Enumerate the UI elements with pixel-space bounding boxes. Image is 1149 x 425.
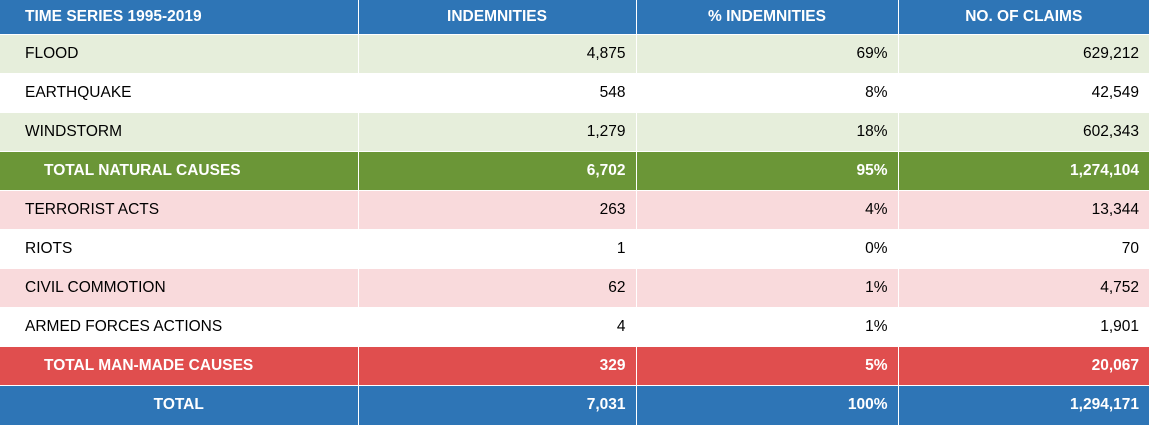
row-claims: 70 [898, 229, 1149, 269]
row-label: TOTAL NATURAL CAUSES [0, 151, 359, 191]
row-indemnities: 7,031 [358, 385, 637, 425]
row-pct: 4% [636, 190, 899, 230]
row-pct: 1% [636, 307, 899, 347]
row-claims: 13,344 [898, 190, 1149, 230]
total-natural-row: TOTAL NATURAL CAUSES 6,702 95% 1,274,104 [0, 151, 1149, 191]
row-claims: 602,343 [898, 112, 1149, 152]
row-claims: 20,067 [898, 346, 1149, 386]
row-indemnities: 4,875 [358, 34, 637, 74]
row-indemnities: 6,702 [358, 151, 637, 191]
row-indemnities: 1 [358, 229, 637, 269]
table-row-earthquake: EARTHQUAKE 548 8% 42,549 [0, 73, 1149, 113]
row-indemnities: 1,279 [358, 112, 637, 152]
row-indemnities: 4 [358, 307, 637, 347]
total-man-made-row: TOTAL MAN-MADE CAUSES 329 5% 20,067 [0, 346, 1149, 386]
row-label: CIVIL COMMOTION [0, 268, 359, 308]
row-pct: 100% [636, 385, 899, 425]
row-pct: 95% [636, 151, 899, 191]
row-indemnities: 62 [358, 268, 637, 308]
table-row-terrorist-acts: TERRORIST ACTS 263 4% 13,344 [0, 190, 1149, 230]
row-pct: 8% [636, 73, 899, 113]
row-indemnities: 263 [358, 190, 637, 230]
row-label: ARMED FORCES ACTIONS [0, 307, 359, 347]
row-pct: 0% [636, 229, 899, 269]
header-period: TIME SERIES 1995-2019 [0, 0, 359, 35]
row-label: TERRORIST ACTS [0, 190, 359, 230]
row-label: WINDSTORM [0, 112, 359, 152]
grand-total-row: TOTAL 7,031 100% 1,294,171 [0, 385, 1149, 425]
table-body: FLOOD 4,875 69% 629,212 EARTHQUAKE 548 8… [0, 34, 1149, 425]
table-row-civil-commotion: CIVIL COMMOTION 62 1% 4,752 [0, 268, 1149, 308]
table-row-riots: RIOTS 1 0% 70 [0, 229, 1149, 269]
table-row-armed-forces-actions: ARMED FORCES ACTIONS 4 1% 1,901 [0, 307, 1149, 347]
row-label: TOTAL MAN-MADE CAUSES [0, 346, 359, 386]
header-claims: NO. OF CLAIMS [898, 0, 1149, 35]
row-claims: 1,901 [898, 307, 1149, 347]
row-claims: 629,212 [898, 34, 1149, 74]
row-pct: 1% [636, 268, 899, 308]
row-indemnities: 329 [358, 346, 637, 386]
row-label: FLOOD [0, 34, 359, 74]
row-pct: 5% [636, 346, 899, 386]
row-pct: 69% [636, 34, 899, 74]
header-indemnities: INDEMNITIES [358, 0, 637, 35]
row-pct: 18% [636, 112, 899, 152]
row-claims: 42,549 [898, 73, 1149, 113]
row-label: EARTHQUAKE [0, 73, 359, 113]
row-claims: 1,274,104 [898, 151, 1149, 191]
row-label: TOTAL [0, 385, 359, 425]
table-row-windstorm: WINDSTORM 1,279 18% 602,343 [0, 112, 1149, 152]
row-claims: 1,294,171 [898, 385, 1149, 425]
header-pct-indemnities: % INDEMNITIES [636, 0, 899, 35]
header-row: TIME SERIES 1995-2019 INDEMNITIES % INDE… [0, 0, 1149, 35]
table-row-flood: FLOOD 4,875 69% 629,212 [0, 34, 1149, 74]
table-header: TIME SERIES 1995-2019 INDEMNITIES % INDE… [0, 0, 1149, 35]
row-indemnities: 548 [358, 73, 637, 113]
row-claims: 4,752 [898, 268, 1149, 308]
row-label: RIOTS [0, 229, 359, 269]
